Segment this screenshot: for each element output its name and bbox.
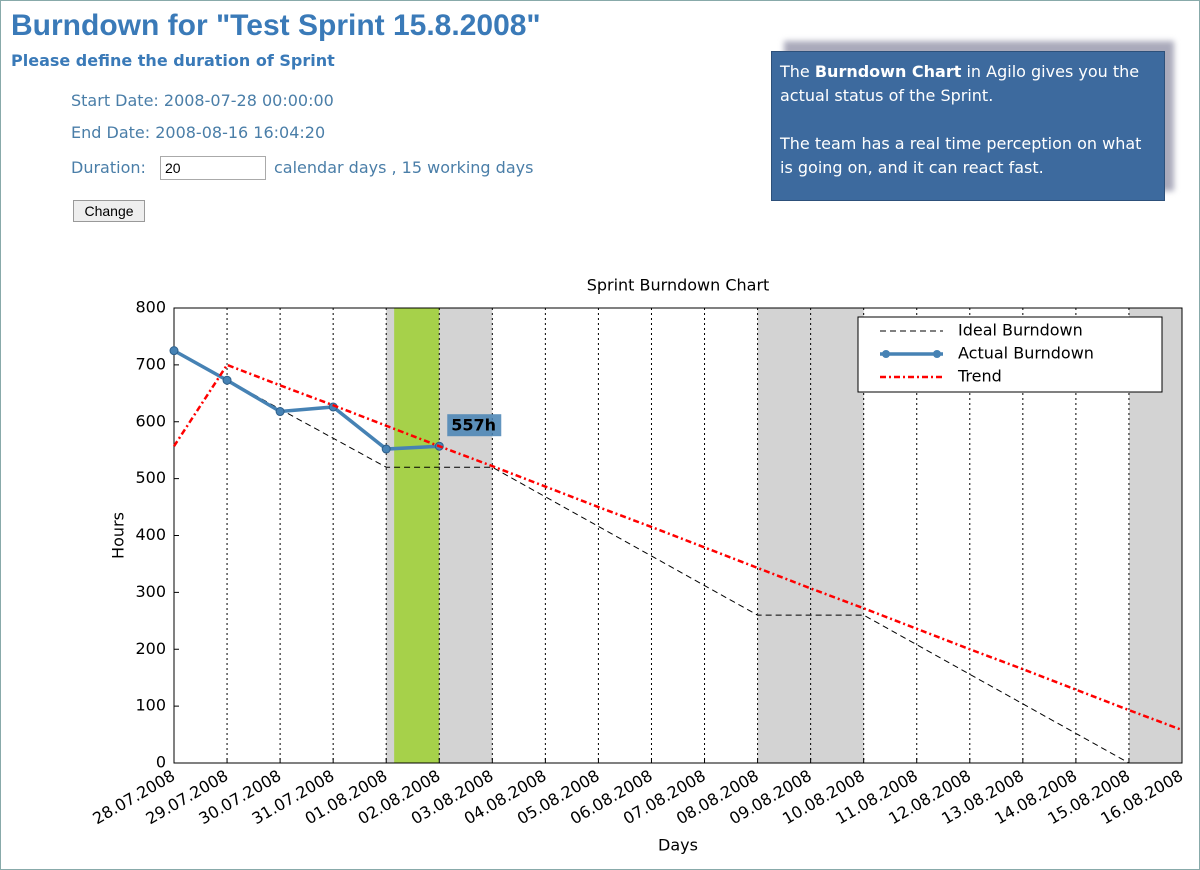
callout-text: in Agilo gives you the actual status of … — [780, 62, 1140, 105]
callout-text: The — [780, 62, 810, 81]
duration-input[interactable] — [160, 156, 266, 180]
y-tick-label: 0 — [156, 753, 166, 772]
value-label-group: 557h — [447, 414, 502, 437]
y-tick-label: 400 — [135, 525, 166, 544]
series-line — [173, 349, 440, 451]
title: Burndown for "Test Sprint 15.8.2008" — [11, 9, 541, 42]
y-tick-label: 700 — [135, 354, 166, 373]
y-tick-label: 300 — [135, 582, 166, 601]
value-label: 557h — [451, 416, 496, 435]
callout-text: The team has a real time perception on w… — [780, 134, 1142, 177]
legend-label: Ideal Burndown — [958, 321, 1083, 340]
point — [275, 407, 285, 417]
chart: 28.07.200829.07.200830.07.200831.07.2008… — [89, 276, 1186, 855]
callout: The Burndown Chart in Agilo gives you th… — [771, 51, 1165, 201]
y-tick-label: 200 — [135, 639, 166, 658]
subtitle: Please define the duration of Sprint — [11, 51, 335, 70]
legend-marker — [933, 350, 941, 358]
legend-marker — [882, 350, 890, 358]
y-tick-label: 800 — [135, 298, 166, 317]
end-date: End Date: 2008-08-16 16:04:20 — [71, 123, 326, 142]
point — [169, 346, 179, 356]
y-tick-label: 600 — [135, 411, 166, 430]
legend-label: Actual Burndown — [958, 344, 1094, 363]
point — [222, 375, 232, 385]
point — [381, 444, 391, 454]
duration-note: calendar days , 15 working days — [274, 158, 534, 177]
callout-bold: Burndown Chart — [814, 62, 962, 81]
legend-label: Trend — [957, 367, 1002, 386]
x-axis-label: Days — [658, 836, 698, 855]
start-date: Start Date: 2008-07-28 00:00:00 — [71, 91, 334, 110]
duration-label: Duration: — [71, 158, 146, 177]
series-line — [173, 350, 1130, 764]
y-tick-label: 100 — [135, 696, 166, 715]
y-axis-label: Hours — [109, 512, 128, 559]
chart-title: Sprint Burndown Chart — [587, 276, 770, 295]
plot-frame — [173, 307, 1183, 764]
value-label-box — [447, 414, 502, 437]
y-tick-label: 500 — [135, 468, 166, 487]
change-button[interactable]: Change — [73, 200, 145, 222]
series-line — [172, 363, 1183, 732]
today-band — [394, 308, 440, 763]
